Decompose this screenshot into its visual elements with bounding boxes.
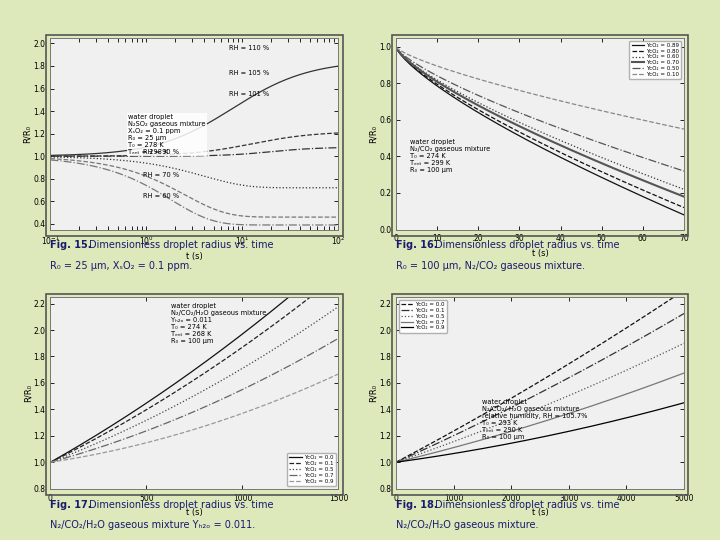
Text: Fig. 17.: Fig. 17. <box>50 500 92 510</box>
Text: Dimensionless droplet radius vs. time: Dimensionless droplet radius vs. time <box>435 500 619 510</box>
Text: N₂/CO₂/H₂O gaseous mixture.: N₂/CO₂/H₂O gaseous mixture. <box>396 520 539 530</box>
Text: R₀ = 100 μm, N₂/CO₂ gaseous mixture.: R₀ = 100 μm, N₂/CO₂ gaseous mixture. <box>396 261 585 271</box>
Text: Fig. 15.: Fig. 15. <box>50 240 92 251</box>
Y-axis label: R/R₀: R/R₀ <box>369 384 378 402</box>
Legend: YᴄO₂ = 0.0, YᴄO₂ = 0.1, YᴄO₂ = 0.5, YᴄO₂ = 0.7, YᴄO₂ = 0.9: YᴄO₂ = 0.0, YᴄO₂ = 0.1, YᴄO₂ = 0.5, YᴄO₂… <box>399 300 447 333</box>
Text: R₀ = 25 μm, XₛO₂ = 0.1 ppm.: R₀ = 25 μm, XₛO₂ = 0.1 ppm. <box>50 261 193 271</box>
Text: RH = 110 %: RH = 110 % <box>229 45 269 51</box>
Text: Dimensionless droplet radius vs. time: Dimensionless droplet radius vs. time <box>89 240 274 251</box>
X-axis label: t (s): t (s) <box>186 508 203 517</box>
Text: water droplet
N₂SO₂ gaseous mixture
XₛO₂ = 0.1 ppm
R₀ = 25 μm
T₀ = 278 K
Tₑₙₜ = : water droplet N₂SO₂ gaseous mixture XₛO₂… <box>128 114 206 156</box>
Text: Dimensionless droplet radius vs. time: Dimensionless droplet radius vs. time <box>435 240 619 251</box>
Text: water droplet
N₂/CO₂/ H₂O gaseous mixture
relative humidity, RH = 105.7%
T₀ = 29: water droplet N₂/CO₂/ H₂O gaseous mixtur… <box>482 399 588 440</box>
Text: Fig. 18.: Fig. 18. <box>396 500 438 510</box>
Text: RH = 60 %: RH = 60 % <box>143 193 179 199</box>
Text: Dimensionless droplet radius vs. time: Dimensionless droplet radius vs. time <box>89 500 274 510</box>
X-axis label: t (s): t (s) <box>531 508 549 517</box>
Text: RH = 90 %: RH = 90 % <box>143 149 179 155</box>
Text: RH = 105 %: RH = 105 % <box>229 70 269 76</box>
Text: Fig. 16.: Fig. 16. <box>396 240 438 251</box>
Text: RH = 101 %: RH = 101 % <box>229 91 269 98</box>
Text: water droplet
N₂/CO₂/H₂O gaseous mixture
Yₕ₂ₒ = 0.011
T₀ = 274 K
Tₑₙₜ = 268 K
R₀: water droplet N₂/CO₂/H₂O gaseous mixture… <box>171 303 266 344</box>
X-axis label: t (s): t (s) <box>186 252 203 261</box>
Text: RH = 70 %: RH = 70 % <box>143 172 179 178</box>
Legend: YᴄO₂ = 0.0, YᴄO₂ = 0.1, YᴄO₂ = 0.5, YᴄO₂ = 0.7, YᴄO₂ = 0.9: YᴄO₂ = 0.0, YᴄO₂ = 0.1, YᴄO₂ = 0.5, YᴄO₂… <box>287 453 336 486</box>
Text: water droplet
N₂/CO₂ gaseous mixture
T₀ = 274 K
Tₑₙₜ = 299 K
R₀ = 100 μm: water droplet N₂/CO₂ gaseous mixture T₀ … <box>410 139 490 173</box>
Y-axis label: R/R₀: R/R₀ <box>369 125 377 143</box>
Text: N₂/CO₂/H₂O gaseous mixture Yₕ₂ₒ = 0.011.: N₂/CO₂/H₂O gaseous mixture Yₕ₂ₒ = 0.011. <box>50 520 256 530</box>
X-axis label: t (s): t (s) <box>531 249 549 258</box>
Y-axis label: R/R₀: R/R₀ <box>23 384 32 402</box>
Y-axis label: R/R₀: R/R₀ <box>23 125 32 143</box>
Legend: YᴄO₂ = 0.89, YᴄO₂ = 0.80, YᴄO₂ = 0.60, YᴄO₂ = 0.70, YᴄO₂ = 0.50, YᴄO₂ = 0.10: YᴄO₂ = 0.89, YᴄO₂ = 0.80, YᴄO₂ = 0.60, Y… <box>629 40 681 79</box>
